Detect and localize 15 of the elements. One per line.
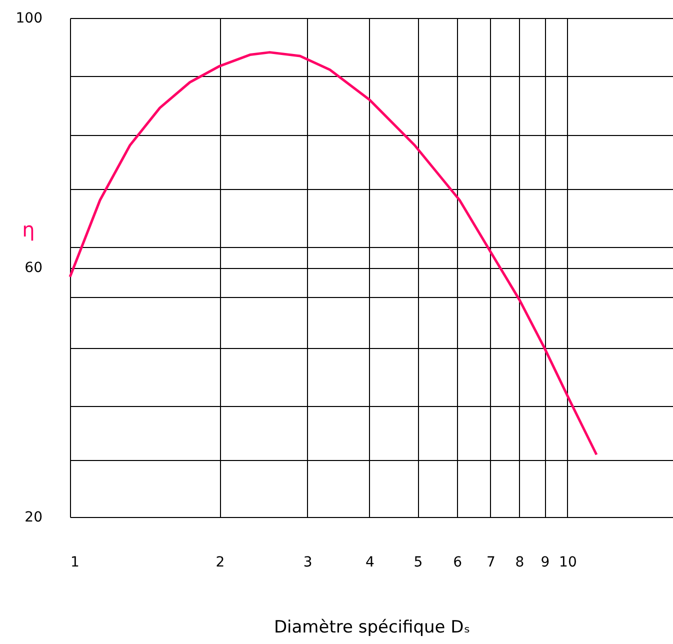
x-tick-label: 3: [303, 554, 312, 570]
x-tick-label: 10: [559, 554, 577, 570]
y-tick-label: 60: [24, 260, 42, 276]
x-tick-label: 6: [453, 554, 462, 570]
x-tick-label: 7: [486, 554, 496, 570]
y-tick-label: 20: [24, 510, 42, 526]
y-tick-label: 100: [16, 10, 42, 26]
x-tick-label: 2: [216, 554, 225, 570]
x-axis-title: Diamètre spécifique Dₛ: [274, 618, 470, 638]
y-axis-title: η: [22, 218, 35, 242]
x-tick-label: 5: [414, 554, 423, 570]
x-tick-label: 1: [70, 554, 80, 570]
x-tick-label: 4: [366, 554, 375, 570]
x-tick-label: 8: [515, 554, 524, 570]
x-tick-label: 9: [540, 554, 550, 570]
